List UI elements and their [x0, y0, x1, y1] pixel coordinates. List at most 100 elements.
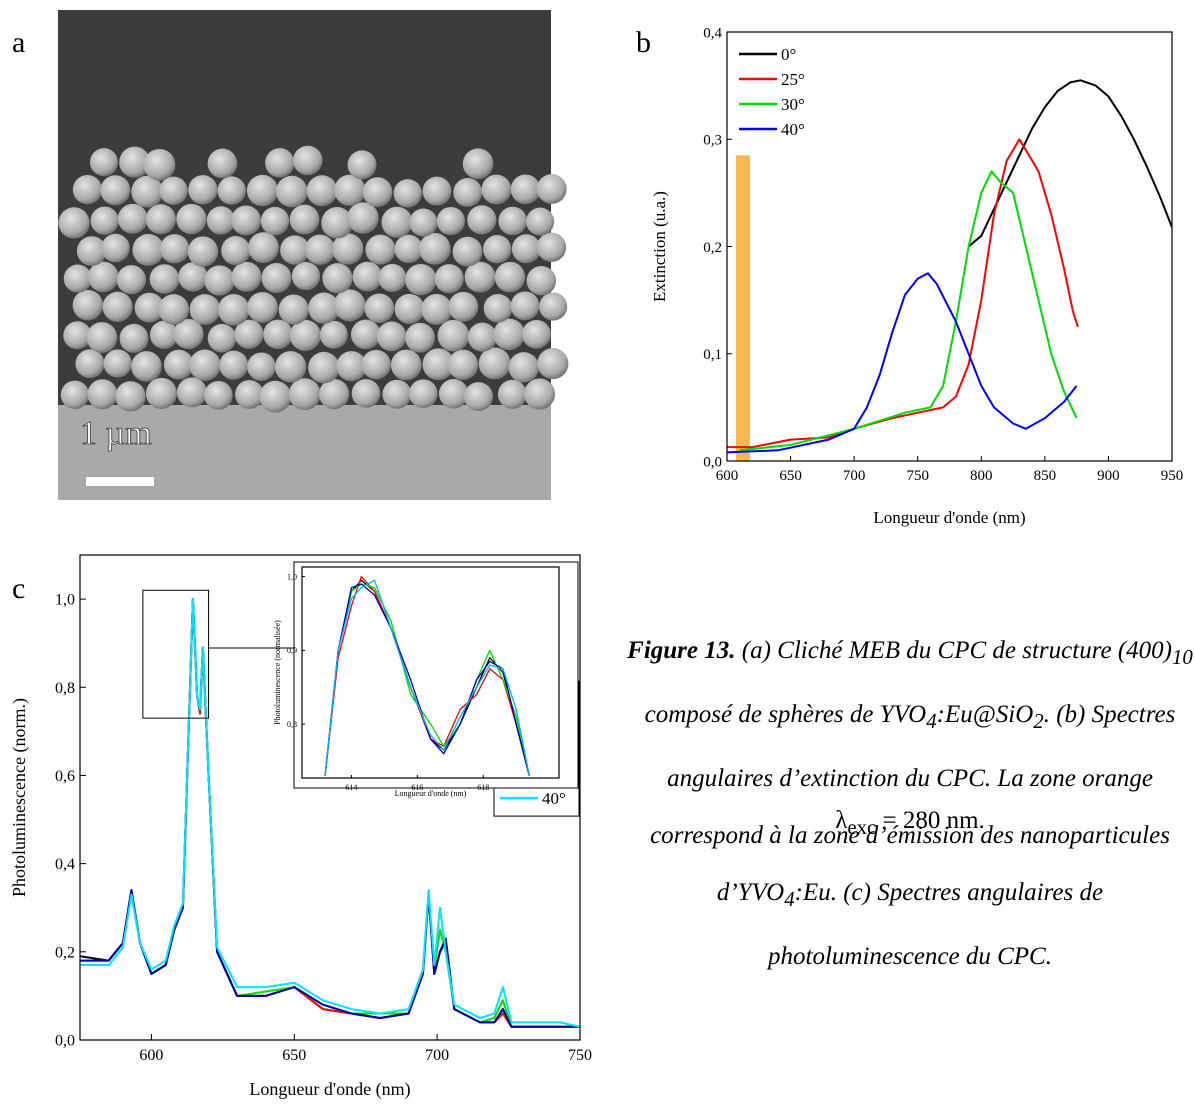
sphere: [63, 264, 92, 293]
x-tick-label: 650: [282, 1047, 306, 1064]
sphere: [88, 261, 119, 293]
x-axis-label: Longueur d'onde (nm): [249, 1079, 410, 1100]
sphere: [364, 293, 395, 324]
x-tick-label: 614: [345, 783, 357, 792]
sphere: [58, 207, 90, 239]
sphere: [149, 320, 179, 349]
sphere: [176, 203, 207, 235]
sphere: [206, 206, 236, 235]
caption-excitation: λexc = 280 nm.: [624, 792, 1194, 856]
legend-label: 40°: [542, 789, 566, 808]
sphere: [217, 294, 250, 326]
x-axis-label: Longueur d'onde (nm): [395, 789, 467, 798]
sphere: [263, 319, 293, 350]
sphere: [436, 206, 465, 236]
sphere: [102, 291, 133, 322]
sphere: [247, 352, 276, 381]
caption-text: :Eu. (c) Spectres angulaires de photolum…: [768, 879, 1104, 970]
y-tick-label: 0,1: [703, 347, 722, 363]
sphere: [536, 174, 567, 204]
sphere: [332, 233, 364, 265]
x-tick-label: 850: [1034, 468, 1057, 484]
caption: Figure 13. (a) Cliché MEB du CPC de stru…: [624, 622, 1194, 985]
y-tick-label: 0,0: [703, 454, 722, 470]
sphere: [261, 262, 292, 294]
y-axis-label: Photoluminescence (norm.): [9, 698, 30, 897]
sphere: [467, 205, 497, 235]
y-tick-label: 0,3: [703, 133, 722, 149]
sphere: [86, 322, 118, 353]
sphere: [381, 206, 413, 238]
caption-text: . (b) Spectres angulaires d’extinction d…: [650, 701, 1176, 906]
sphere: [376, 321, 407, 352]
sphere: [421, 293, 453, 325]
sphere: [247, 292, 278, 323]
series-line: [80, 598, 580, 1028]
caption-lead: Figure 13.: [627, 637, 736, 664]
sphere: [145, 204, 176, 235]
sphere: [419, 233, 451, 265]
sphere: [462, 148, 494, 180]
sphere: [235, 380, 264, 409]
sphere: [160, 234, 190, 264]
legend-label: 40°: [781, 120, 805, 139]
sphere: [60, 380, 90, 410]
sphere: [438, 379, 469, 409]
sphere: [119, 323, 149, 353]
panel-label: c: [12, 572, 25, 605]
sphere: [539, 292, 568, 321]
sphere: [100, 175, 131, 206]
y-tick-label: 0,4: [703, 25, 722, 41]
sphere: [498, 206, 527, 236]
x-tick-label: 600: [716, 468, 739, 484]
sphere: [405, 322, 435, 353]
sphere: [493, 318, 525, 351]
sphere: [72, 174, 103, 205]
sphere: [176, 377, 207, 408]
sphere: [447, 349, 479, 380]
sphere: [409, 208, 438, 237]
sphere: [260, 206, 290, 236]
sphere: [119, 146, 151, 178]
x-tick-label: 618: [477, 783, 489, 792]
sphere: [134, 292, 165, 323]
sphere: [116, 265, 147, 295]
sphere: [246, 174, 279, 207]
sphere: [382, 379, 412, 409]
sphere: [178, 262, 208, 292]
sphere: [334, 174, 366, 206]
sphere: [508, 352, 539, 383]
sphere: [481, 174, 512, 205]
caption-sub: 4: [926, 709, 937, 733]
sphere: [452, 236, 483, 267]
sphere: [87, 379, 118, 410]
x-tick-label: 750: [568, 1047, 592, 1064]
sphere: [158, 294, 190, 325]
sphere: [361, 349, 391, 380]
x-tick-label: 616: [411, 783, 423, 792]
sphere: [75, 349, 105, 379]
sphere: [536, 232, 567, 262]
sphere: [350, 319, 381, 350]
legend-label: 0°: [781, 45, 796, 64]
sphere: [522, 319, 551, 349]
sphere: [308, 292, 340, 324]
sphere: [89, 148, 119, 177]
sphere: [189, 349, 221, 381]
sphere: [187, 236, 219, 267]
sphere: [90, 206, 119, 235]
sphere: [234, 319, 264, 349]
sphere: [394, 234, 423, 264]
sphere: [248, 232, 279, 264]
sphere: [145, 377, 178, 409]
sphere: [390, 349, 422, 381]
x-tick-label: 700: [425, 1047, 449, 1064]
sphere: [319, 320, 348, 349]
legend-label: 25°: [781, 70, 805, 89]
sphere: [289, 204, 320, 235]
sphere: [289, 319, 321, 352]
sphere: [365, 234, 396, 265]
sphere: [163, 349, 194, 380]
sphere: [336, 351, 367, 382]
